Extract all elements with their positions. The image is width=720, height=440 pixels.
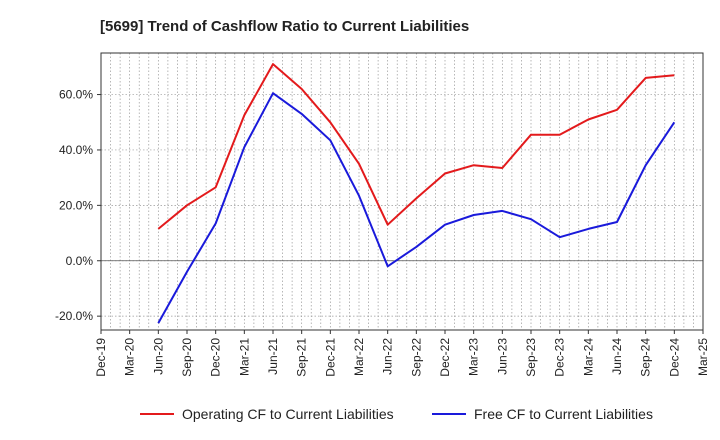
y-axis-ticks: 60.0% 40.0% 20.0% 0.0% -20.0% bbox=[55, 88, 101, 323]
x-axis-ticks: Dec-19 Mar-20 Jun-20 Sep-20 Dec-20 Mar-21 Jun-… bbox=[94, 330, 710, 377]
x-tick-label: Jun-24 bbox=[610, 338, 624, 375]
series-line-operating-cf bbox=[157, 63, 675, 230]
x-tick-label: Sep-21 bbox=[295, 338, 309, 377]
x-tick-label: Sep-23 bbox=[524, 338, 538, 377]
x-tick-label: Sep-22 bbox=[409, 338, 423, 377]
x-tick-label: Mar-20 bbox=[123, 338, 137, 376]
chart-title: [5699] Trend of Cashflow Ratio to Curren… bbox=[100, 18, 469, 35]
series-lines bbox=[157, 63, 676, 324]
grid bbox=[101, 53, 703, 330]
y-tick-label: 40.0% bbox=[59, 143, 93, 157]
x-tick-label: Dec-24 bbox=[667, 338, 681, 377]
x-tick-label: Mar-25 bbox=[696, 338, 710, 376]
x-tick-label: Jun-22 bbox=[381, 338, 395, 375]
legend-label: Free CF to Current Liabilities bbox=[474, 406, 653, 422]
x-tick-label: Mar-23 bbox=[467, 338, 481, 376]
y-tick-label: -20.0% bbox=[55, 309, 93, 323]
legend-label: Operating CF to Current Liabilities bbox=[182, 406, 394, 422]
y-tick-label: 0.0% bbox=[66, 254, 94, 268]
x-tick-label: Dec-20 bbox=[209, 338, 223, 377]
x-tick-label: Jun-23 bbox=[495, 338, 509, 375]
x-tick-label: Mar-22 bbox=[352, 338, 366, 376]
x-tick-label: Jun-21 bbox=[266, 338, 280, 375]
x-tick-label: Sep-20 bbox=[180, 338, 194, 377]
x-tick-label: Mar-21 bbox=[237, 338, 251, 376]
x-tick-label: Dec-21 bbox=[323, 338, 337, 377]
y-tick-label: 60.0% bbox=[59, 88, 93, 102]
y-tick-label: 20.0% bbox=[59, 198, 93, 212]
x-tick-label: Dec-23 bbox=[553, 338, 567, 377]
series-line-free-cf bbox=[157, 92, 676, 324]
x-tick-label: Mar-24 bbox=[581, 338, 595, 376]
x-tick-label: Sep-24 bbox=[639, 338, 653, 377]
x-tick-label: Jun-20 bbox=[151, 338, 165, 375]
plot-area bbox=[100, 52, 704, 331]
x-tick-label: Dec-22 bbox=[438, 338, 452, 377]
x-tick-label: Dec-19 bbox=[94, 338, 108, 377]
legend: Operating CF to Current Liabilities Free … bbox=[140, 406, 653, 422]
